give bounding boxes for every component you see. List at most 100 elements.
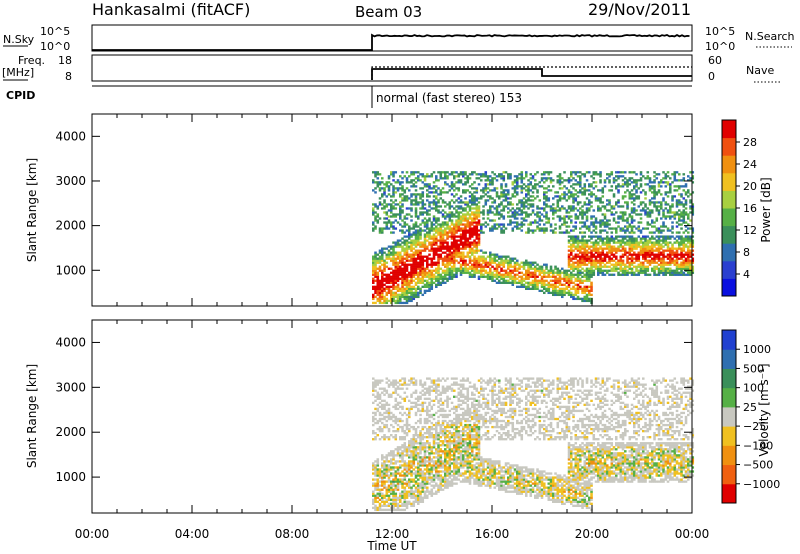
heatmap-cell xyxy=(572,245,575,248)
heatmap-cell xyxy=(435,239,438,242)
heatmap-cell xyxy=(671,257,674,260)
heatmap-cell xyxy=(477,197,481,200)
heatmap-cell xyxy=(579,273,582,276)
heatmap-cell xyxy=(558,283,562,286)
heatmap-cell xyxy=(396,267,400,270)
heatmap-cell xyxy=(392,415,395,419)
heatmap-cell xyxy=(392,379,395,382)
heatmap-cell xyxy=(432,235,436,238)
heatmap-cell xyxy=(599,251,602,254)
heatmap-cell xyxy=(446,265,449,268)
heatmap-cell xyxy=(378,281,382,284)
heatmap-cell xyxy=(581,263,584,266)
heatmap-cell xyxy=(430,223,434,226)
heatmap-cell xyxy=(628,213,632,216)
heatmap-cell xyxy=(441,209,445,212)
heatmap-cell xyxy=(543,207,546,210)
heatmap-cell xyxy=(387,267,391,270)
heatmap-cell xyxy=(417,243,420,246)
heatmap-cell xyxy=(644,241,647,244)
heatmap-cell xyxy=(590,261,593,264)
heatmap-cell xyxy=(574,183,578,186)
heatmap-cell xyxy=(493,273,497,276)
heatmap-cell xyxy=(678,199,681,202)
heatmap-cell xyxy=(603,225,607,228)
heatmap-cell xyxy=(495,253,499,256)
heatmap-cell xyxy=(435,235,438,238)
heatmap-cell xyxy=(644,269,647,272)
heatmap-cell xyxy=(511,215,515,218)
heatmap-cell xyxy=(561,295,564,299)
heatmap-cell xyxy=(450,259,454,262)
heatmap-cell xyxy=(390,381,393,384)
heatmap-cell xyxy=(432,223,436,226)
heatmap-cell xyxy=(489,207,492,210)
heatmap-cell xyxy=(601,195,605,198)
heatmap-cell xyxy=(536,207,539,210)
heatmap-cell xyxy=(633,179,636,182)
heatmap-cell xyxy=(626,239,629,242)
heatmap-cell xyxy=(477,263,481,266)
heatmap-cell xyxy=(531,191,535,194)
heatmap-cell xyxy=(378,285,382,288)
heatmap-cell xyxy=(581,215,584,218)
heatmap-cell xyxy=(419,277,422,280)
heatmap-cell xyxy=(401,181,404,184)
heatmap-cell xyxy=(414,267,418,270)
heatmap-cell xyxy=(615,179,618,182)
heatmap-cell xyxy=(597,197,600,200)
heatmap-cell xyxy=(576,287,580,291)
heatmap-cell xyxy=(401,436,404,439)
heatmap-cell xyxy=(459,219,463,222)
heatmap-cell xyxy=(576,217,580,220)
heatmap-cell xyxy=(455,239,458,242)
heatmap-cell xyxy=(646,253,650,256)
heatmap-cell xyxy=(664,201,668,204)
heatmap-cell xyxy=(428,227,431,230)
heatmap-cell xyxy=(615,203,618,206)
heatmap-cell xyxy=(405,239,409,242)
heatmap-cell xyxy=(687,215,690,218)
heatmap-cell xyxy=(390,267,393,270)
heatmap-cell xyxy=(498,261,501,264)
heatmap-cell xyxy=(423,279,427,282)
heatmap-cell xyxy=(374,215,377,218)
heatmap-cell xyxy=(475,233,479,236)
heatmap-cell xyxy=(491,219,494,222)
heatmap-cell xyxy=(637,251,641,254)
heatmap-cell xyxy=(410,289,413,293)
heatmap-cell xyxy=(378,291,382,295)
heatmap-cell xyxy=(671,199,674,202)
heatmap-cell xyxy=(396,279,400,282)
heatmap-cell xyxy=(426,281,429,284)
heatmap-cell xyxy=(511,271,515,274)
heatmap-cell xyxy=(441,247,445,250)
heatmap-cell xyxy=(471,269,474,272)
heatmap-cell xyxy=(540,179,544,182)
heatmap-cell xyxy=(396,454,400,457)
heatmap-cell xyxy=(527,203,530,206)
heatmap-cell xyxy=(475,269,479,272)
heatmap-cell xyxy=(590,271,593,274)
heatmap-cell xyxy=(455,251,458,254)
heatmap-cell xyxy=(516,175,519,178)
heatmap-cell xyxy=(392,458,395,461)
freq-tick-bottom: 8 xyxy=(65,70,72,83)
heatmap-cell xyxy=(408,494,411,497)
heatmap-cell xyxy=(653,271,656,274)
heatmap-cell xyxy=(637,271,641,274)
heatmap-cell xyxy=(522,273,526,276)
heatmap-cell xyxy=(466,243,470,246)
heatmap-cell xyxy=(585,171,589,174)
heatmap-cell xyxy=(570,275,573,278)
heatmap-cell xyxy=(619,215,623,218)
heatmap-cell xyxy=(646,221,650,224)
heatmap-cell xyxy=(392,295,395,299)
heatmap-cell xyxy=(621,237,625,240)
heatmap-cell xyxy=(678,179,681,182)
heatmap-cell xyxy=(378,267,382,270)
heatmap-cell xyxy=(509,219,512,222)
heatmap-cell xyxy=(421,275,425,278)
heatmap-cell xyxy=(399,387,402,390)
heatmap-cell xyxy=(383,508,386,512)
